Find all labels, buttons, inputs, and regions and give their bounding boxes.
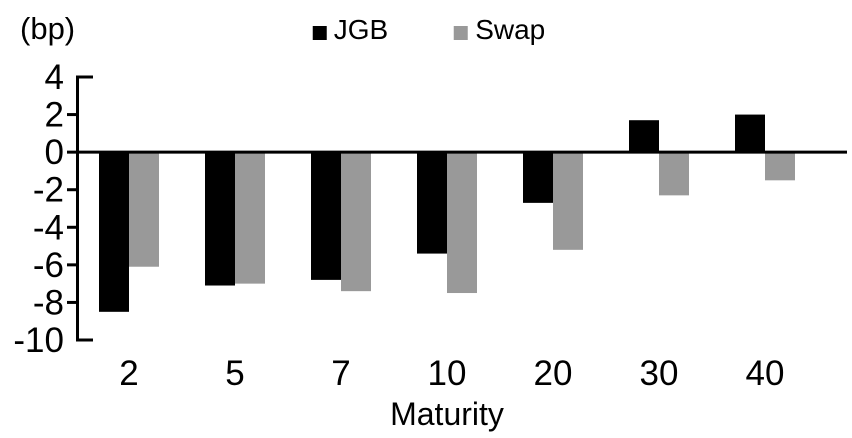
y-tick-label-2: 2 [45, 96, 64, 135]
x-tick-label-5: 5 [225, 354, 244, 393]
jgb-bar-2 [99, 152, 129, 312]
y-tick-label--10: -10 [13, 321, 64, 360]
y-tick-label-0: 0 [45, 133, 64, 172]
jgb-bar-7 [311, 152, 341, 280]
y-tick-label--6: -6 [33, 246, 64, 285]
swap-bar-30 [659, 152, 689, 196]
x-axis-title: Maturity [390, 396, 504, 432]
swap-legend-swatch-icon [454, 25, 469, 40]
x-tick-label-30: 30 [640, 354, 679, 393]
jgb-bar-30 [629, 120, 659, 153]
legend: JGB Swap [312, 14, 545, 45]
y-tick-label--4: -4 [33, 208, 64, 247]
jgb-bar-10 [417, 152, 447, 254]
legend-item-swap: Swap [454, 16, 545, 44]
jgb-legend-label: JGB [333, 14, 389, 45]
y-tick-label-4: 4 [45, 58, 64, 97]
x-tick-label-2: 2 [119, 354, 138, 393]
jgb-bar-20 [523, 152, 553, 203]
swap-legend-label: Swap [475, 14, 546, 45]
y-tick-label--2: -2 [33, 171, 64, 210]
swap-bar-7 [341, 152, 371, 292]
x-tick-label-7: 7 [331, 354, 350, 393]
swap-bar-40 [765, 152, 795, 181]
swap-bar-20 [553, 152, 583, 250]
swap-bar-5 [235, 152, 265, 284]
swap-bar-2 [129, 152, 159, 267]
jgb-bar-40 [735, 114, 765, 153]
x-tick-label-40: 40 [746, 354, 785, 393]
y-tick-label--8: -8 [33, 283, 64, 322]
swap-bar-10 [447, 152, 477, 294]
x-tick-label-10: 10 [428, 354, 467, 393]
y-axis-unit-label: (bp) [20, 11, 76, 46]
jgb-legend-swatch-icon [312, 25, 327, 40]
jgb-bar-5 [205, 152, 235, 286]
legend-item-jgb: JGB [312, 14, 389, 45]
x-tick-label-20: 20 [534, 354, 573, 393]
